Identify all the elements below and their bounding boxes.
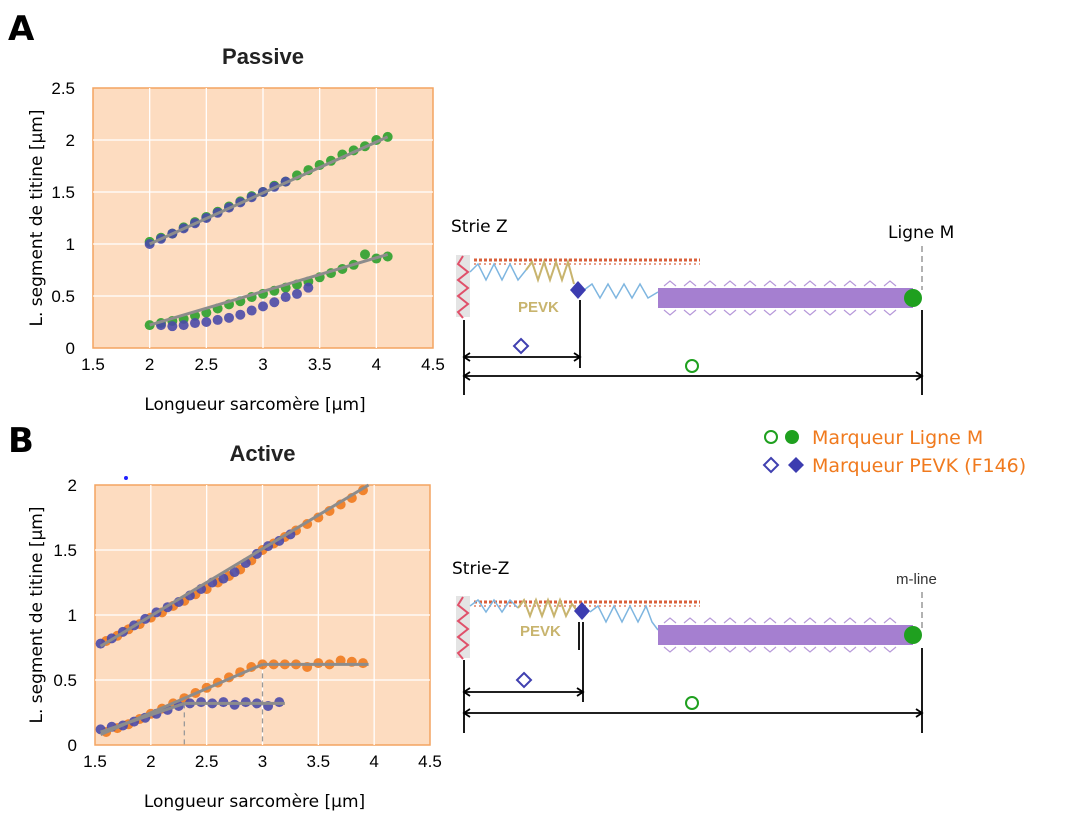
- legend-mline-filled-icon: [785, 430, 799, 444]
- passive-point-s3: [269, 297, 280, 308]
- active-y-tick-label: 1: [68, 606, 77, 625]
- pevk-label-bottom: PEVK: [520, 623, 561, 640]
- passive-point-s3: [224, 312, 234, 323]
- passive-point-s3: [235, 309, 246, 320]
- passive-y-tick-label: 0.5: [51, 287, 75, 306]
- myosin-heads-top: [663, 280, 897, 316]
- passive-point-s3: [178, 320, 189, 331]
- mline-label-top: Ligne M: [888, 223, 954, 243]
- zdisc-label-bottom: Strie-Z: [452, 559, 509, 579]
- active-fit-line: [100, 701, 185, 734]
- legend-mline-label: Marqueur Ligne M: [812, 427, 983, 449]
- active-fit-line: [99, 483, 370, 648]
- passive-x-tick-label: 2: [145, 355, 154, 374]
- panel-a-letter: A: [8, 9, 35, 49]
- titin-spring-proximal-bottom: [469, 598, 519, 614]
- legend-pevk-open-icon: [762, 456, 780, 474]
- active-chart: 1.5 2 2.5 3 3.5 4 4.5 0 0.5 1 1.5 2 Active Longueur s…: [27, 441, 442, 812]
- passive-x-tick-label: 3: [258, 355, 267, 374]
- titin-spring-distal-top: [583, 282, 659, 300]
- passive-x-tick-label: 2.5: [195, 355, 219, 374]
- pevk-spring-top: [525, 258, 575, 285]
- legend-pevk-label: Marqueur PEVK (F146): [812, 455, 1026, 477]
- measure-lines-bottom: [462, 622, 924, 733]
- passive-y-tick-label: 2: [66, 131, 75, 150]
- zdisc-label-top: Strie Z: [451, 217, 508, 237]
- pevk-marker-open-top: [512, 337, 530, 355]
- passive-point-s3: [212, 314, 223, 325]
- pevk-marker-filled-top: [570, 281, 586, 299]
- sarcomere-diagram-bottom: Strie-Z m-line PEVK: [452, 559, 937, 733]
- passive-x-tick-label: 3.5: [308, 355, 332, 374]
- sarcomere-diagram-top: Strie Z Ligne M PEVK: [451, 217, 954, 395]
- passive-x-axis-label: Longueur sarcomère [μm]: [144, 395, 365, 415]
- passive-y-tick-label: 1: [66, 235, 75, 254]
- pevk-label-top: PEVK: [518, 299, 559, 316]
- active-x-tick-label: 2.5: [195, 752, 219, 771]
- active-y-axis-label: L. segment de titine [μm]: [27, 507, 47, 724]
- passive-y-tick-label: 0: [66, 339, 75, 358]
- mline-label-bottom: m-line: [896, 571, 937, 588]
- passive-point-s3: [292, 288, 302, 299]
- active-point-s1: [218, 573, 229, 584]
- passive-point-s3: [201, 317, 212, 327]
- active-x-axis-label: Longueur sarcomère [μm]: [144, 792, 365, 812]
- pevk-marker-open-bottom: [515, 671, 533, 689]
- z-disc-top: [456, 255, 470, 319]
- titin-spring-distal-bottom: [589, 604, 659, 631]
- active-point-s1: [229, 567, 240, 578]
- passive-point-s3: [167, 321, 178, 332]
- passive-x-tick-label: 4.5: [421, 355, 445, 374]
- z-disc-bottom: [456, 596, 470, 660]
- active-x-tick-label: 3: [258, 752, 267, 771]
- active-y-tick-label: 0.5: [53, 671, 77, 690]
- active-x-tick-label: 4.5: [418, 752, 442, 771]
- passive-point-s2: [360, 249, 370, 260]
- passive-point-s3: [190, 318, 200, 329]
- myosin-heads-bottom: [663, 617, 897, 653]
- active-y-tick-label: 0: [68, 736, 77, 755]
- passive-x-tick-label: 1.5: [81, 355, 105, 374]
- passive-chart: 1.5 2 2.5 3 3.5 4 4.5 0 0.5 1 1.5 2 2.5 Passive Longue…: [27, 44, 445, 415]
- active-x-tick-label: 3.5: [307, 752, 331, 771]
- passive-y-tick-label: 2.5: [51, 79, 75, 98]
- pevk-spring-bottom: [517, 597, 579, 619]
- pevk-marker-filled-bottom: [574, 602, 590, 620]
- passive-point-s3: [280, 292, 291, 303]
- thick-filament-top: [658, 288, 913, 308]
- passive-point-s3: [303, 282, 314, 293]
- legend-pevk-filled-icon: [788, 457, 804, 473]
- thick-filament-bottom: [658, 625, 913, 645]
- passive-y-axis-label: L. segment de titine [μm]: [27, 110, 47, 327]
- active-x-tick-label: 4: [369, 752, 378, 771]
- active-title: Active: [229, 441, 295, 466]
- passive-point-s3: [246, 305, 257, 316]
- active-x-tick-label: 1.5: [83, 752, 107, 771]
- passive-point-s3: [258, 301, 268, 312]
- passive-fit-line: [149, 135, 389, 246]
- active-x-tick-label: 2: [146, 752, 155, 771]
- active-y-tick-label: 2: [68, 476, 77, 495]
- titin-spring-proximal-top: [469, 262, 527, 282]
- panel-b-letter: B: [8, 421, 34, 461]
- passive-x-tick-label: 4: [372, 355, 381, 374]
- stray-blue-dot: [124, 476, 128, 480]
- mline-marker-filled-top: [904, 289, 922, 307]
- legend-mline-open-icon: [764, 430, 778, 444]
- passive-fit-line: [149, 252, 389, 327]
- measure-lines-top: [462, 300, 924, 395]
- mline-marker-filled-bottom: [904, 626, 922, 644]
- mline-marker-open-bottom: [685, 696, 699, 710]
- active-y-tick-label: 1.5: [53, 541, 77, 560]
- actin-filament-top: [474, 258, 700, 265]
- legend: Marqueur Ligne M Marqueur PEVK (F146): [762, 427, 1026, 477]
- passive-y-tick-label: 1.5: [51, 183, 75, 202]
- passive-title: Passive: [222, 44, 304, 69]
- mline-marker-open-top: [685, 359, 699, 373]
